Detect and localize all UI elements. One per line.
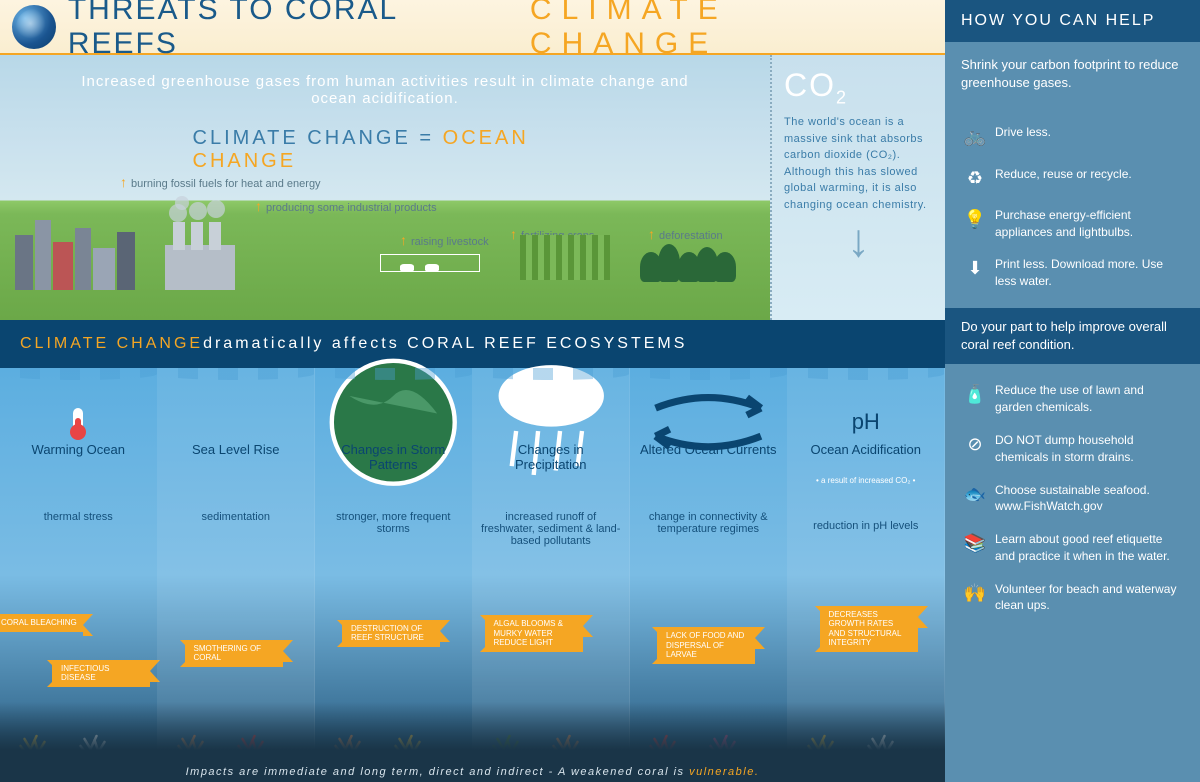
- help-text: Choose sustainable seafood. www.FishWatc…: [989, 482, 1184, 516]
- column-note: • a result of increased CO₂ •: [796, 476, 937, 485]
- -icon: [166, 406, 307, 438]
- column-subtitle: reduction in pH levels: [796, 520, 937, 532]
- help-text: Volunteer for beach and waterway clean u…: [989, 581, 1184, 615]
- eq-mid: =: [419, 127, 434, 149]
- impact-flag: DESTRUCTION OF REEF STRUCTURE: [345, 620, 440, 647]
- bike-icon: 🚲: [961, 124, 989, 149]
- header: THREATS TO CORAL REEFS CLIMATE CHANGE: [0, 0, 945, 55]
- column-subtitle: sedimentation: [166, 511, 307, 523]
- page-title: THREATS TO CORAL REEFS: [68, 0, 516, 61]
- help-item: 💡Purchase energy-efficient appliances an…: [957, 199, 1188, 249]
- help-item: ⊘DO NOT dump household chemicals in stor…: [957, 424, 1188, 474]
- ocean-panel: Warming Ocean thermal stress CORAL BLEACHI…: [0, 368, 945, 782]
- impact-flag: DECREASES GROWTH RATES AND STRUCTURAL IN…: [823, 606, 918, 652]
- rain-icon: [481, 406, 622, 438]
- crops-icon: [520, 235, 610, 280]
- column-title: Warming Ocean: [8, 442, 149, 476]
- nodump-icon: ⊘: [961, 432, 989, 457]
- help-text: Reduce, reuse or recycle.: [989, 166, 1184, 183]
- cow-icon: [425, 264, 439, 272]
- noaa-logo-icon: [12, 5, 56, 49]
- column-title: Ocean Acidification: [796, 442, 937, 476]
- impact-flag: ALGAL BLOOMS & MURKY WATER REDUCE LIGHT: [488, 615, 583, 652]
- ph-icon: pH: [796, 406, 937, 438]
- globe-icon: [323, 406, 464, 438]
- impact-flag: LACK OF FOOD AND DISPERSAL OF LARVAE: [660, 627, 755, 664]
- current-icon: [638, 406, 779, 438]
- activity-label: raising livestock: [400, 232, 489, 248]
- help-text: Purchase energy-efficient appliances and…: [989, 207, 1184, 241]
- help-item: 🚲Drive less.: [957, 116, 1188, 157]
- column-subtitle: stronger, more frequent storms: [323, 511, 464, 535]
- column-subtitle: increased runoff of freshwater, sediment…: [481, 511, 622, 547]
- bulb-icon: 💡: [961, 207, 989, 232]
- help-item: 📚Learn about good reef etiquette and pra…: [957, 523, 1188, 573]
- activity-label: burning fossil fuels for heat and energy: [120, 174, 321, 190]
- recycle-icon: ♻: [961, 166, 989, 191]
- sidebar-header: HOW YOU CAN HELP: [945, 0, 1200, 42]
- sidebar-intro: Shrink your carbon footprint to reduce g…: [945, 42, 1200, 106]
- help-text: Reduce the use of lawn and garden chemic…: [989, 382, 1184, 416]
- help-item: 🙌Volunteer for beach and waterway clean …: [957, 573, 1188, 623]
- co2-title: CO2: [784, 67, 933, 108]
- co2-text: The world's ocean is a massive sink that…: [784, 114, 933, 213]
- activity-label: producing some industrial products: [255, 198, 437, 214]
- footer-note: Impacts are immediate and long term, dir…: [0, 766, 945, 778]
- intro-text: Increased greenhouse gases from human ac…: [77, 73, 693, 107]
- download-icon: ⬇: [961, 256, 989, 281]
- co2-panel: CO2 The world's ocean is a massive sink …: [770, 55, 945, 320]
- help-text: Drive less.: [989, 124, 1184, 141]
- banner-highlight: CLIMATE CHANGE: [20, 335, 203, 353]
- help-text: Print less. Download more. Use less wate…: [989, 256, 1184, 290]
- page-subtitle: CLIMATE CHANGE: [530, 0, 933, 61]
- sidebar-block2: Do your part to help improve overall cor…: [945, 308, 1200, 364]
- column-subtitle: change in connectivity & temperature reg…: [638, 511, 779, 535]
- help-item: 🐟Choose sustainable seafood. www.FishWat…: [957, 474, 1188, 524]
- column-title: Sea Level Rise: [166, 442, 307, 476]
- thermo-icon: [8, 406, 149, 438]
- down-arrow-icon: ↓: [784, 213, 933, 267]
- trees-icon: [640, 227, 740, 282]
- help-item: 🧴Reduce the use of lawn and garden chemi…: [957, 374, 1188, 424]
- eq-left: CLIMATE CHANGE: [193, 127, 411, 149]
- factory-icon: [165, 220, 285, 290]
- impact-flag: SMOTHERING OF CORAL: [188, 640, 283, 667]
- banner-rest: dramatically affects CORAL REEF ECOSYSTE…: [203, 335, 687, 353]
- help-text: Learn about good reef etiquette and prac…: [989, 531, 1184, 565]
- help-list-2: 🧴Reduce the use of lawn and garden chemi…: [945, 364, 1200, 782]
- land-scene: Increased greenhouse gases from human ac…: [0, 55, 770, 320]
- hands-icon: 🙌: [961, 581, 989, 606]
- book-icon: 📚: [961, 531, 989, 556]
- sources-panel: Increased greenhouse gases from human ac…: [0, 55, 945, 320]
- equation: CLIMATE CHANGE = OCEAN CHANGE: [193, 127, 578, 173]
- city-icon: [15, 210, 155, 290]
- cow-icon: [400, 264, 414, 272]
- help-item: ♻Reduce, reuse or recycle.: [957, 158, 1188, 199]
- column-subtitle: thermal stress: [8, 511, 149, 523]
- mid-banner: CLIMATE CHANGE dramatically affects CORA…: [0, 320, 945, 368]
- fish-icon: 🐟: [961, 482, 989, 507]
- impact-flag: INFECTIOUS DISEASE: [55, 660, 150, 687]
- sidebar: HOW YOU CAN HELP Shrink your carbon foot…: [945, 0, 1200, 782]
- help-text: DO NOT dump household chemicals in storm…: [989, 432, 1184, 466]
- impact-flag: CORAL BLEACHING: [0, 614, 83, 632]
- help-item: ⬇Print less. Download more. Use less wat…: [957, 248, 1188, 298]
- help-list-1: 🚲Drive less.♻Reduce, reuse or recycle.💡P…: [945, 106, 1200, 308]
- spray-icon: 🧴: [961, 382, 989, 407]
